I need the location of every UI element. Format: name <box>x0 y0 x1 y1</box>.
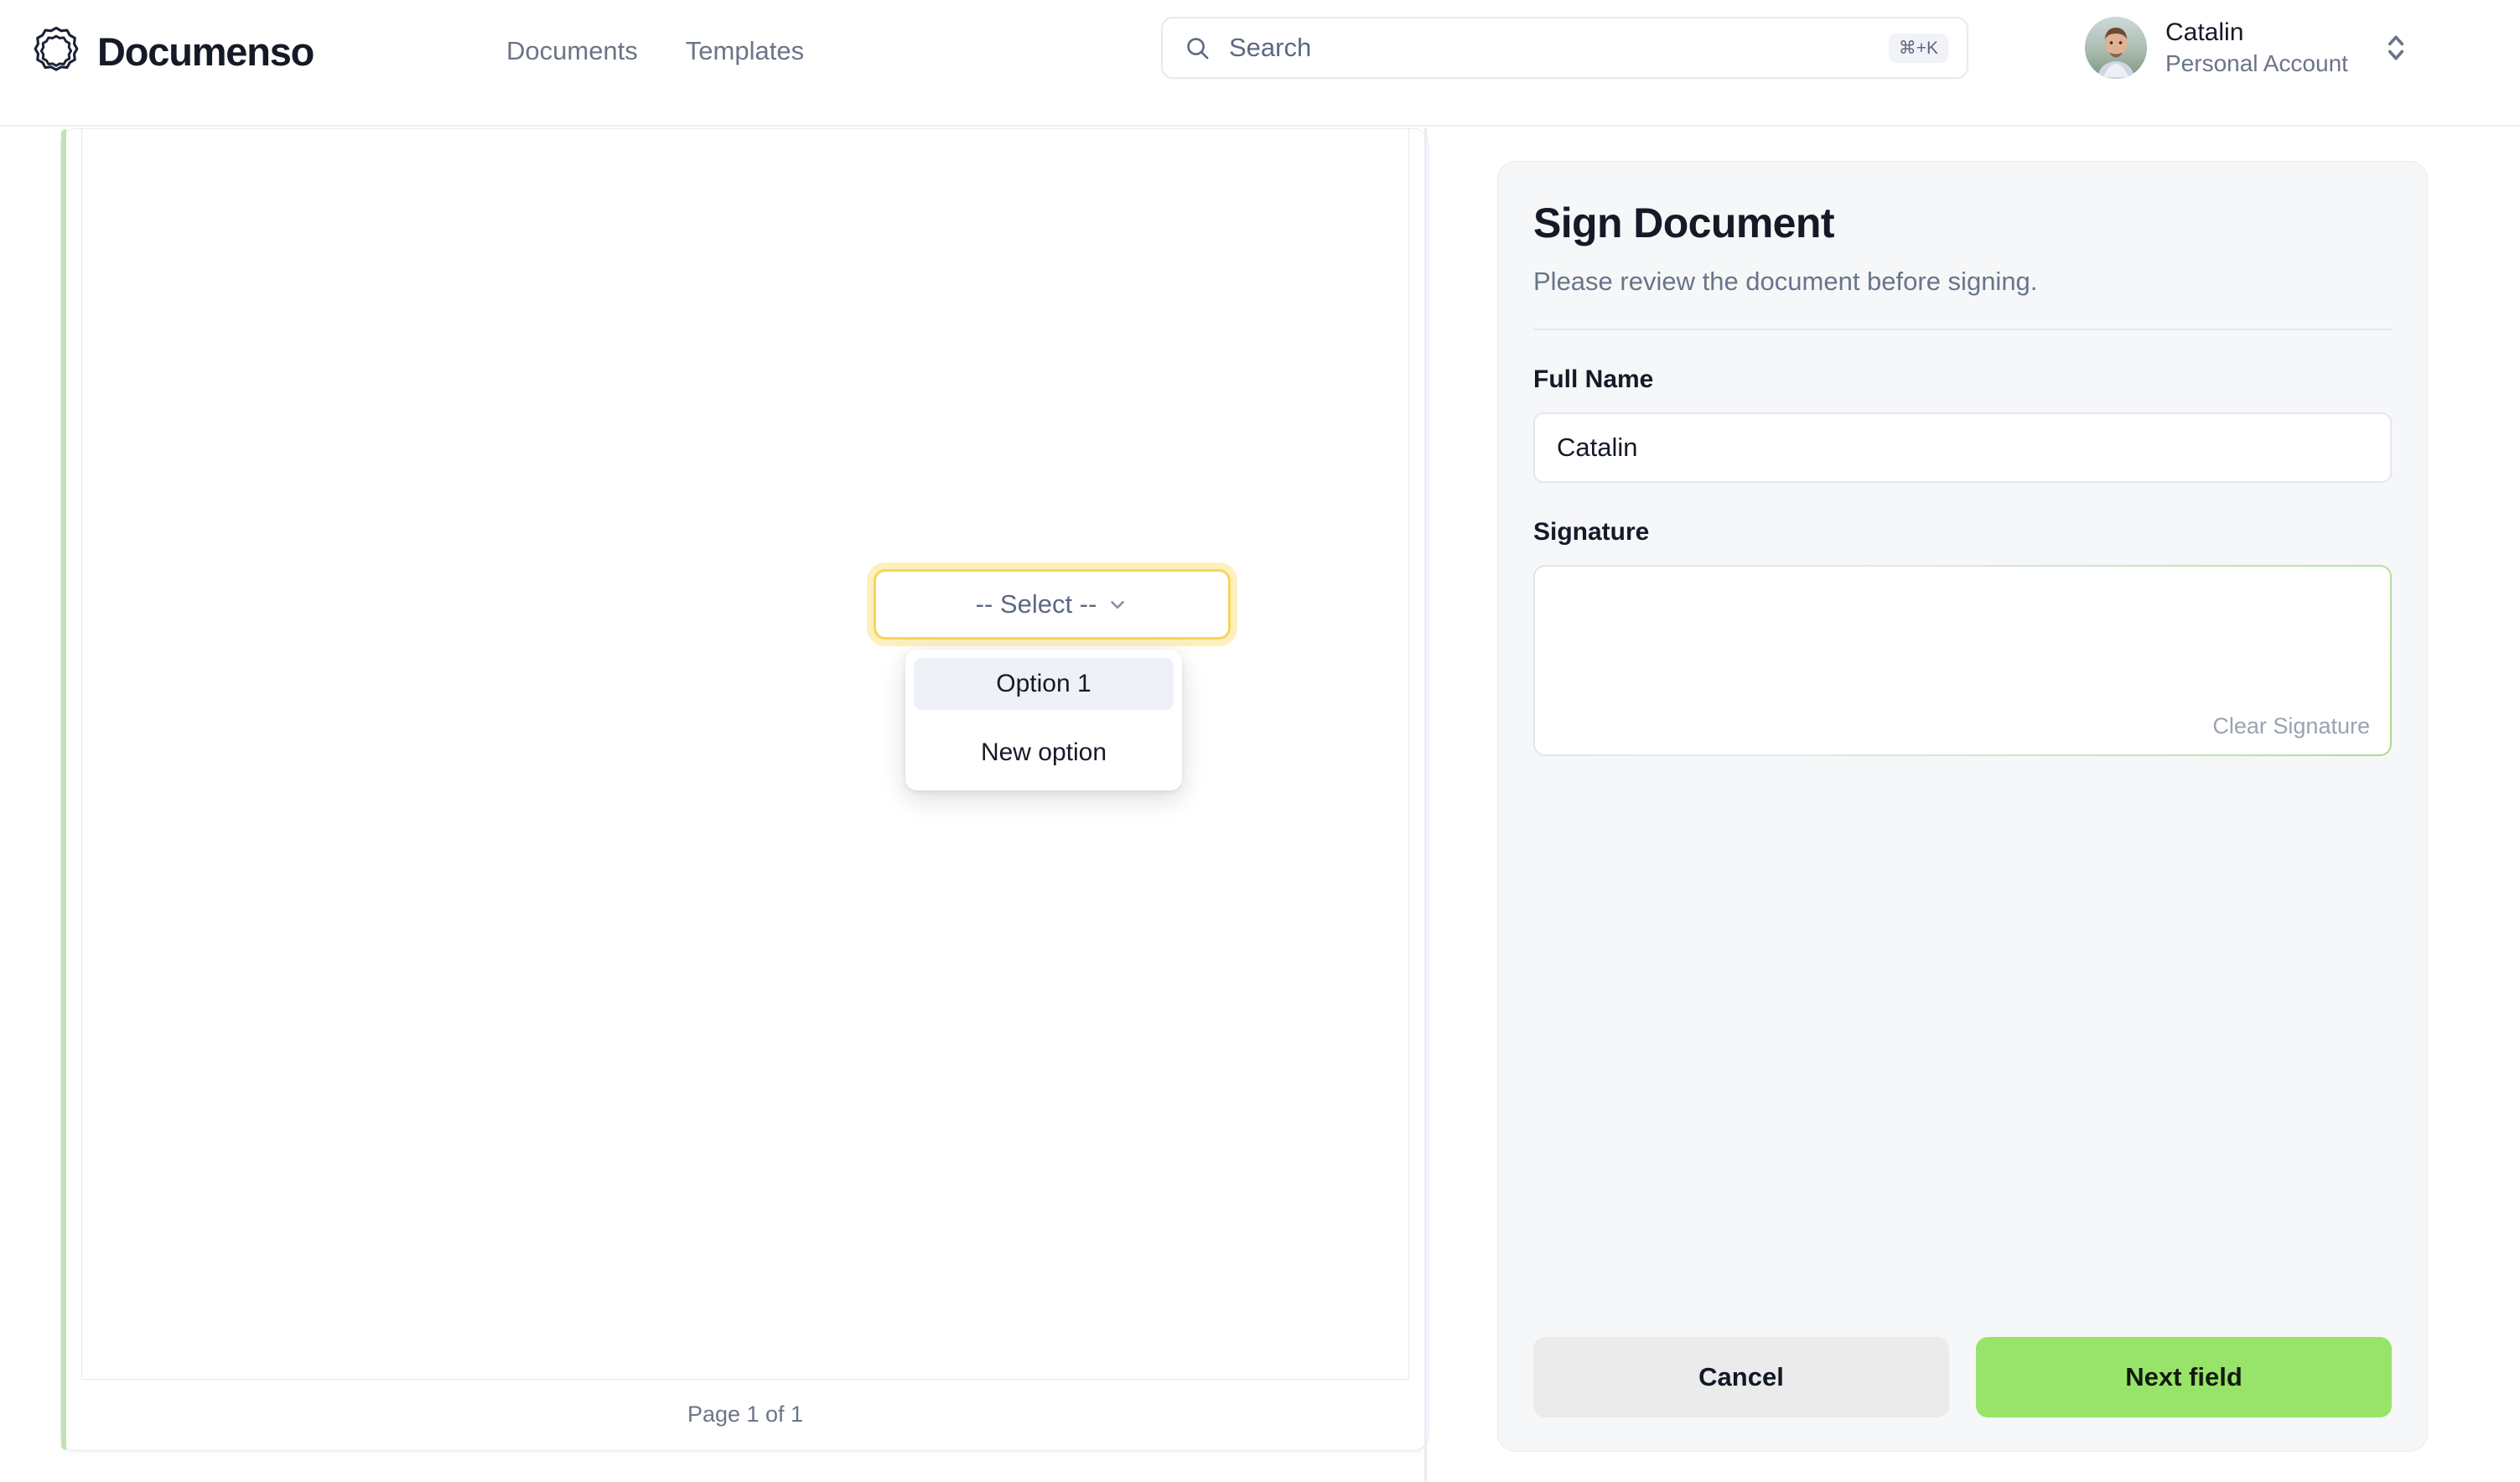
panel-divider <box>1533 329 2392 330</box>
panel-actions: Cancel Next field <box>1533 1337 2392 1417</box>
brand-name: Documenso <box>97 28 314 74</box>
account-text: Catalin Personal Account <box>2165 18 2348 77</box>
nav-templates[interactable]: Templates <box>685 36 805 65</box>
full-name-label: Full Name <box>1533 365 1654 393</box>
document-field-dropdown: -- Select -- Option 1 New option <box>874 569 1231 790</box>
search-bar[interactable]: Search ⌘+K <box>1161 17 1968 79</box>
chevron-up-down-icon[interactable] <box>2385 31 2407 65</box>
document-page[interactable] <box>81 129 1409 1380</box>
account-switcher[interactable]: Catalin Personal Account <box>2085 17 2407 79</box>
page-status: Page 1 of 1 <box>687 1401 804 1427</box>
sign-document-panel: Sign Document Please review the document… <box>1497 161 2428 1452</box>
page-title: Sign Document <box>1533 200 1834 246</box>
document-pager: Page 1 of 1 <box>81 1378 1409 1450</box>
viewer-divider <box>1424 128 1427 1482</box>
document-viewer-card: Page 1 of 1 <box>60 128 1429 1451</box>
dropdown-trigger[interactable]: -- Select -- <box>874 569 1231 640</box>
signature-label: Signature <box>1533 518 1650 546</box>
dropdown-placeholder: -- Select -- <box>975 589 1097 619</box>
panel-subtitle: Please review the document before signin… <box>1533 267 2038 296</box>
search-icon <box>1187 37 1209 59</box>
full-name-input[interactable]: Catalin <box>1533 412 2392 483</box>
cancel-button[interactable]: Cancel <box>1533 1337 1949 1417</box>
account-subtitle: Personal Account <box>2165 49 2348 76</box>
documenso-logo-icon <box>34 26 79 71</box>
signature-pad[interactable]: Clear Signature <box>1535 567 2390 754</box>
brand-logo[interactable]: Documenso <box>30 25 314 77</box>
clear-signature-button[interactable]: Clear Signature <box>2212 713 2370 738</box>
dropdown-option-new[interactable]: New option <box>980 738 1107 766</box>
app-header: Documenso Documents Templates Search ⌘+K <box>0 0 2520 127</box>
nav-documents[interactable]: Documents <box>506 36 638 65</box>
dropdown-option-1[interactable]: Option 1 <box>914 658 1174 710</box>
chevron-down-icon <box>1111 600 1125 609</box>
avatar <box>2085 17 2147 79</box>
user-avatar-image <box>2085 17 2147 79</box>
signature-pad-border: Clear Signature <box>1533 565 2392 756</box>
search-input[interactable]: Search <box>1229 33 1312 62</box>
account-name: Catalin <box>2165 18 2244 47</box>
next-field-button[interactable]: Next field <box>1976 1337 2392 1417</box>
search-shortcut-badge: ⌘+K <box>1888 33 1948 63</box>
primary-nav: Documents Templates <box>506 35 804 66</box>
document-accent-bar <box>61 129 66 1450</box>
dropdown-menu: Option 1 New option <box>905 650 1182 790</box>
